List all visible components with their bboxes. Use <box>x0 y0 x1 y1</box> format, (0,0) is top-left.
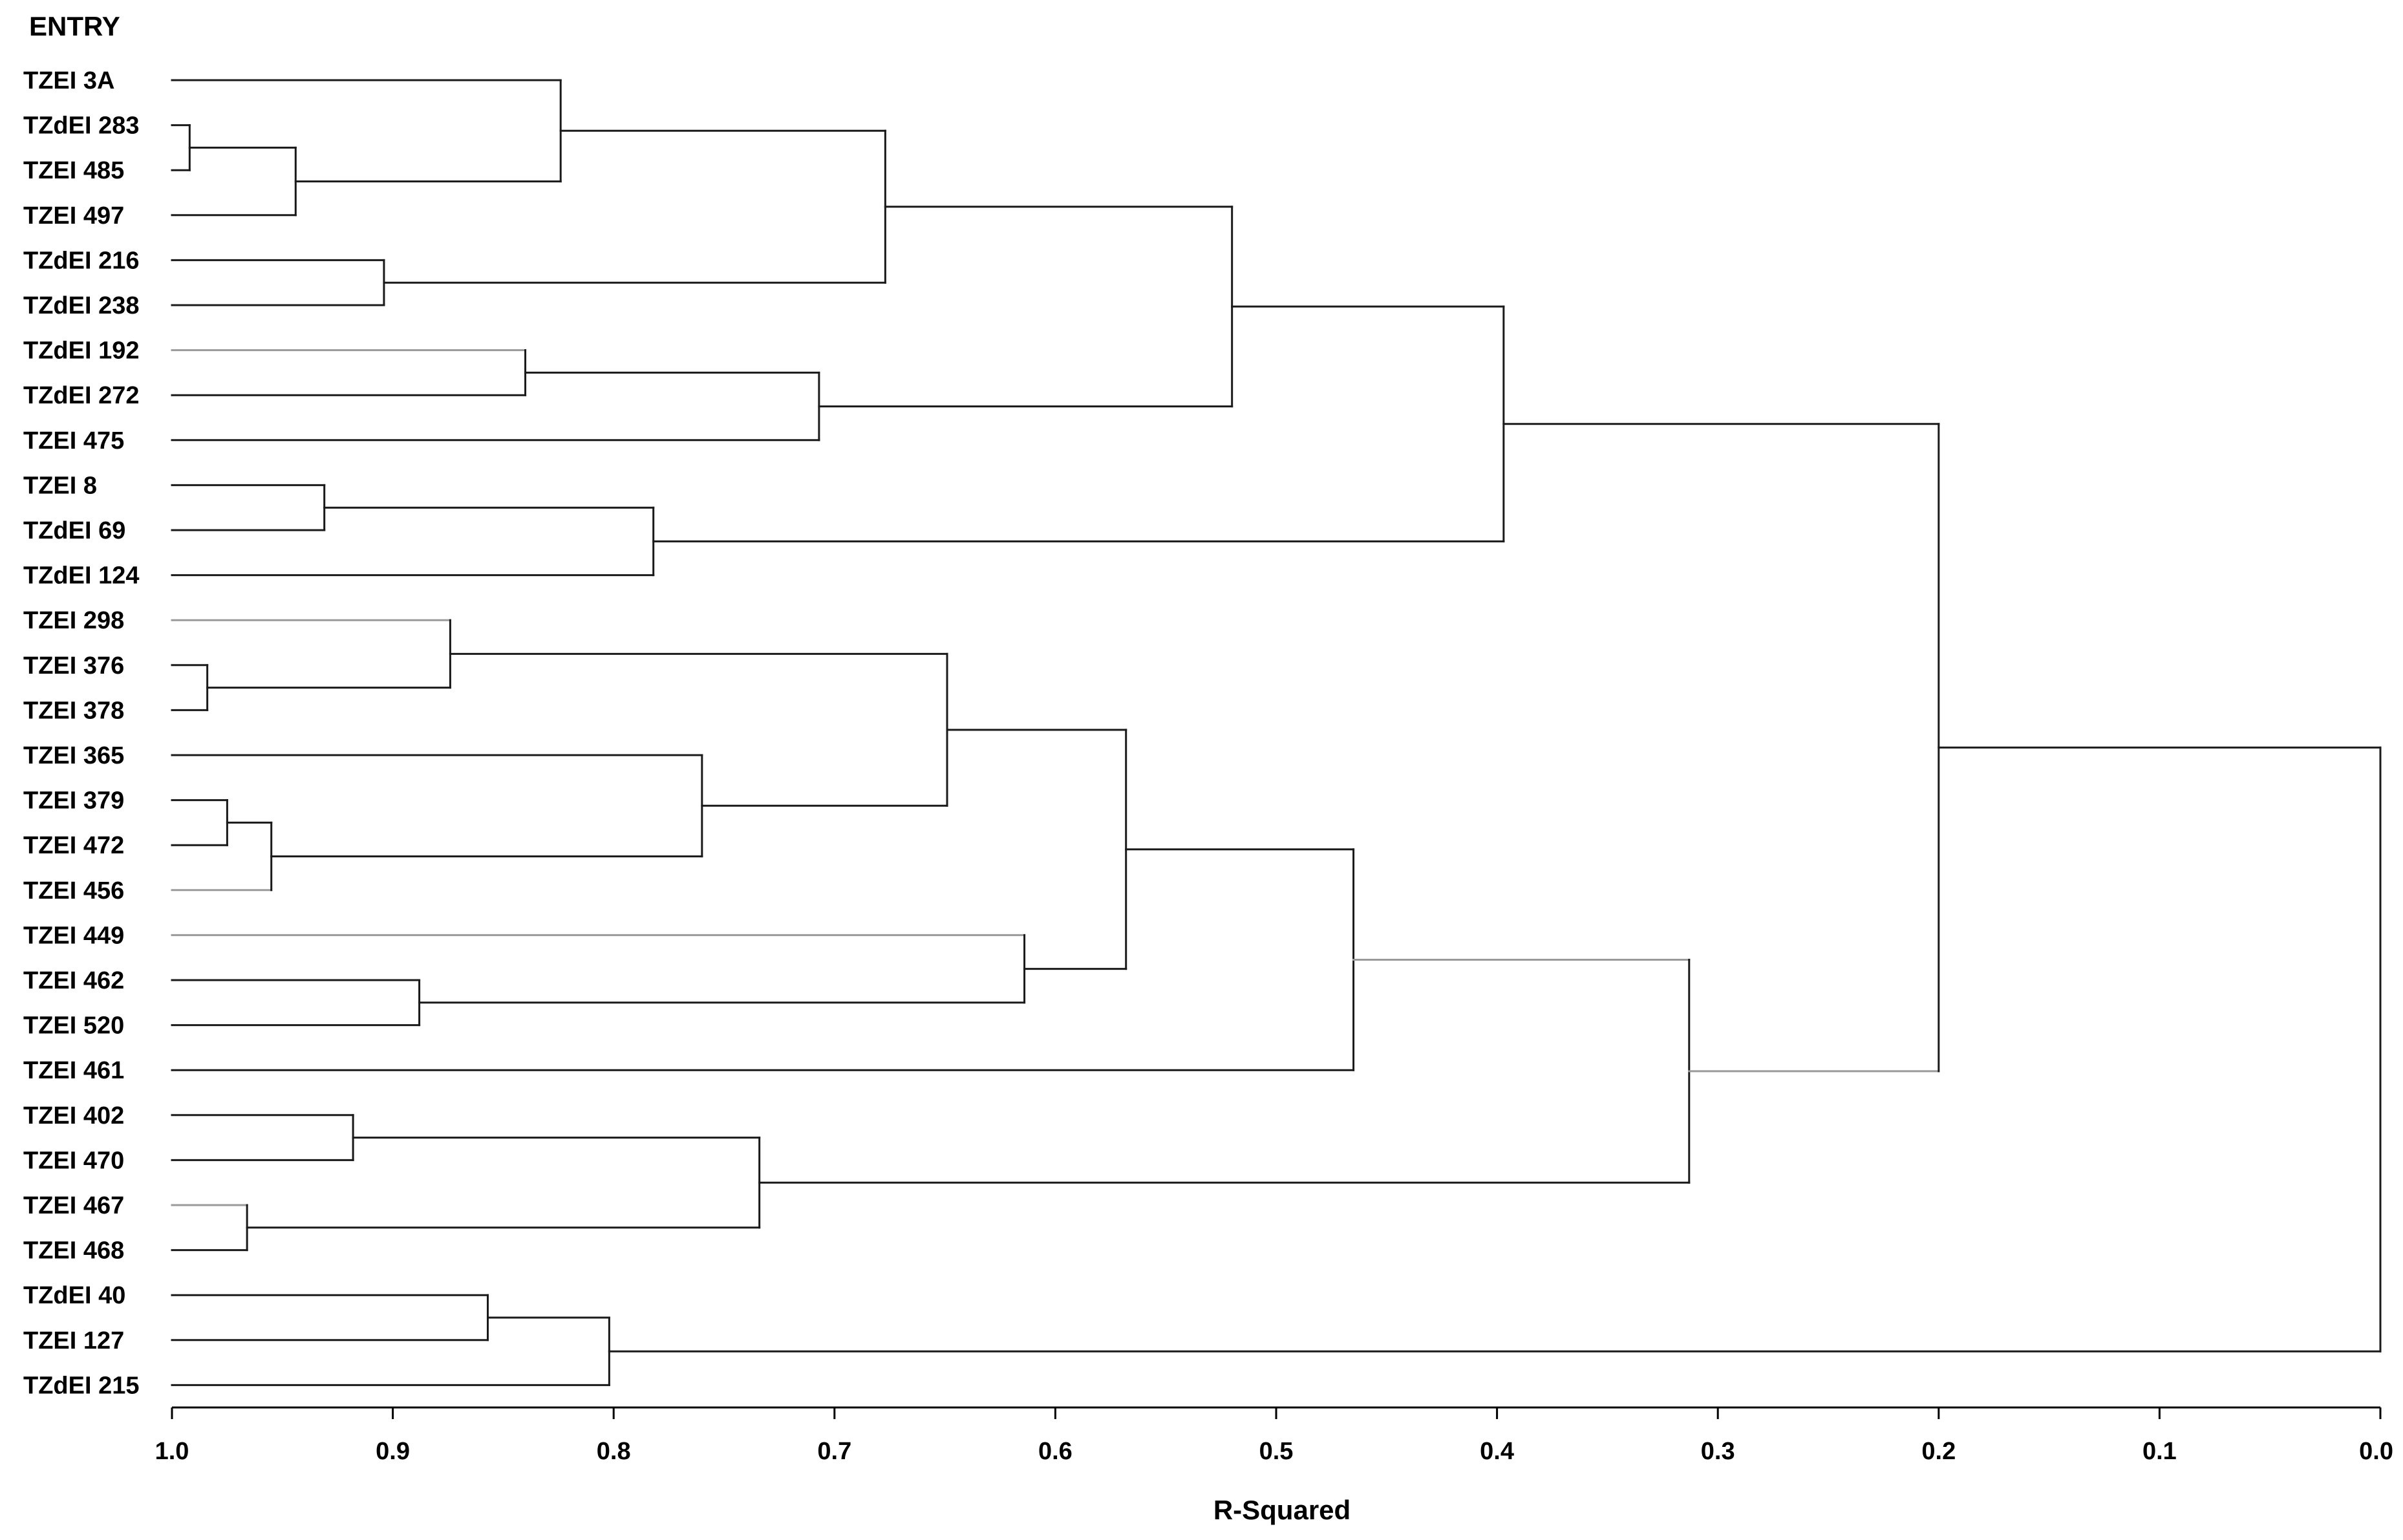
x-tick-label: 0.4 <box>1480 1438 1514 1465</box>
leaf-label: TZdEI 69 <box>23 517 125 544</box>
x-tick-label: 1.0 <box>155 1438 189 1465</box>
leaf-label: TZdEI 40 <box>23 1282 125 1309</box>
leaf-label: TZEI 365 <box>23 742 124 769</box>
leaf-labels: TZEI 3A TZdEI 283 TZEI 485 TZEI 497 TZdEI 21… <box>23 67 140 1399</box>
leaf-label: TZEI 449 <box>23 922 124 949</box>
leaf-label: TZEI 456 <box>23 877 124 904</box>
leaf-label: TZEI 468 <box>23 1237 124 1265</box>
leaf-label: TZEI 379 <box>23 787 124 815</box>
leaf-label: TZdEI 124 <box>23 562 140 590</box>
leaf-label: TZdEI 215 <box>23 1372 140 1399</box>
leaf-label: TZEI 8 <box>23 472 97 499</box>
x-tick-label: 0.6 <box>1038 1438 1073 1465</box>
x-tick-label: 0.1 <box>2142 1438 2177 1465</box>
leaf-label: TZEI 520 <box>23 1012 124 1040</box>
leaf-label: TZEI 376 <box>23 652 124 679</box>
leaf-label: TZEI 472 <box>23 832 124 859</box>
x-tick-label: 0.9 <box>376 1438 410 1465</box>
x-tick-label: 0.0 <box>2359 1438 2393 1465</box>
leaf-label: TZEI 462 <box>23 967 124 994</box>
leaf-label: TZEI 298 <box>23 607 124 634</box>
leaf-label: TZEI 467 <box>23 1192 124 1219</box>
x-tick-label: 0.3 <box>1701 1438 1735 1465</box>
leaf-label: TZdEI 238 <box>23 292 140 319</box>
x-tick-label: 0.2 <box>1921 1438 1956 1465</box>
leaf-label: TZEI 3A <box>23 67 114 94</box>
leaf-label: TZEI 475 <box>23 427 124 455</box>
branches <box>171 79 2382 1386</box>
x-axis-title: R-Squared <box>1213 1495 1351 1525</box>
entry-header: ENTRY <box>29 11 120 41</box>
leaf-label: TZEI 485 <box>23 157 124 184</box>
leaf-label: TZEI 402 <box>23 1102 124 1129</box>
leaf-label: TZdEI 192 <box>23 337 140 365</box>
leaf-label: TZEI 127 <box>23 1327 124 1354</box>
leaf-label: TZEI 470 <box>23 1147 124 1174</box>
leaf-label: TZEI 497 <box>23 202 124 230</box>
x-tick-label: 0.5 <box>1259 1438 1294 1465</box>
leaf-label: TZdEI 283 <box>23 112 140 140</box>
x-axis: 1.0 0.9 0.8 0.7 0.6 0.5 0.4 0.3 0.2 0.1 0.0 <box>155 1406 2393 1465</box>
leaf-label: TZEI 378 <box>23 697 124 724</box>
leaf-label: TZEI 461 <box>23 1057 124 1084</box>
x-tick-label: 0.8 <box>597 1438 631 1465</box>
x-tick-label: 0.7 <box>817 1438 851 1465</box>
leaf-label: TZdEI 216 <box>23 247 140 274</box>
leaf-label: TZdEI 272 <box>23 382 140 409</box>
